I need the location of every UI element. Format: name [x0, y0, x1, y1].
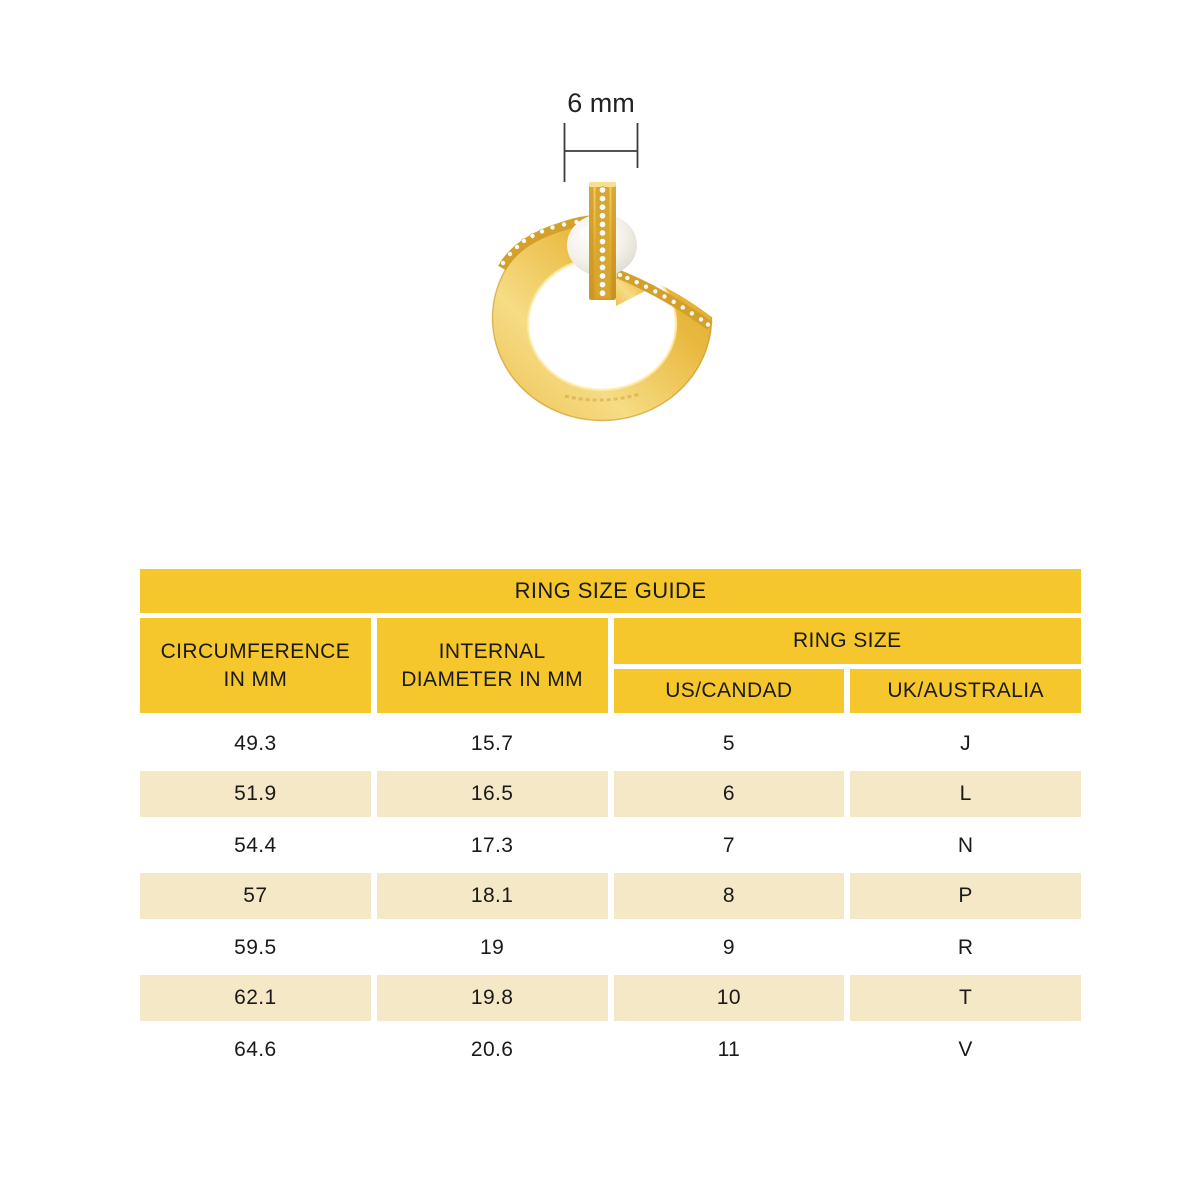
cell-internal-diameter: 20.6	[376, 1024, 608, 1075]
cell-us-size: 9	[613, 922, 845, 973]
header-circumference: CIRCUMFERENCE IN MM	[140, 618, 371, 713]
cell-us-size: 8	[613, 873, 845, 919]
table-row: 64.6 20.6 11 V	[140, 1024, 1081, 1075]
cell-circumference: 62.1	[140, 975, 371, 1021]
cell-internal-diameter: 19.8	[376, 975, 608, 1021]
ring-band	[491, 168, 750, 422]
cell-internal-diameter: 17.3	[376, 820, 608, 871]
table-title: RING SIZE GUIDE	[140, 569, 1081, 613]
cell-us-size: 11	[613, 1024, 845, 1075]
cell-uk-size: R	[850, 922, 1081, 973]
cell-circumference: 57	[140, 873, 371, 919]
cell-us-size: 5	[613, 718, 845, 769]
ring-size-table: RING SIZE GUIDE CIRCUMFERENCE IN MM INTE…	[140, 569, 1081, 1075]
table-row: 54.4 17.3 7 N	[140, 820, 1081, 871]
table-row: 49.3 15.7 5 J	[140, 718, 1081, 769]
table-header: CIRCUMFERENCE IN MM INTERNAL DIAMETER IN…	[140, 618, 1081, 713]
right-stone-strip	[616, 269, 713, 330]
cell-uk-size: T	[850, 975, 1081, 1021]
header-uk-australia: UK/AUSTRALIA	[850, 669, 1081, 713]
cell-circumference: 51.9	[140, 771, 371, 817]
cell-uk-size: L	[850, 771, 1081, 817]
diamond-bar	[589, 182, 616, 300]
header-us-canada: US/CANDAD	[613, 669, 845, 713]
table-row: 62.1 19.8 10 T	[140, 973, 1081, 1024]
cell-us-size: 10	[613, 975, 845, 1021]
cell-internal-diameter: 15.7	[376, 718, 608, 769]
header-internal-diameter: INTERNAL DIAMETER IN MM	[376, 618, 608, 713]
cell-us-size: 6	[613, 771, 845, 817]
cell-uk-size: N	[850, 820, 1081, 871]
cell-uk-size: P	[850, 873, 1081, 919]
cell-us-size: 7	[613, 820, 845, 871]
cell-internal-diameter: 16.5	[376, 771, 608, 817]
table-row: 59.5 19 9 R	[140, 922, 1081, 973]
ring-product-figure: 6 mm	[440, 78, 760, 442]
cell-uk-size: J	[850, 718, 1081, 769]
measurement-label: 6 mm	[567, 88, 635, 118]
cell-circumference: 49.3	[140, 718, 371, 769]
cell-circumference: 64.6	[140, 1024, 371, 1075]
cell-circumference: 54.4	[140, 820, 371, 871]
table-row: 51.9 16.5 6 L	[140, 769, 1081, 820]
cell-internal-diameter: 19	[376, 922, 608, 973]
cell-uk-size: V	[850, 1024, 1081, 1075]
header-ring-size-group: RING SIZE	[613, 618, 1081, 664]
table-row: 57 18.1 8 P	[140, 871, 1081, 922]
ring-product-image: 6 mm	[491, 88, 750, 422]
hallmark-engraving	[564, 392, 641, 402]
cell-internal-diameter: 18.1	[376, 873, 608, 919]
cell-circumference: 59.5	[140, 922, 371, 973]
